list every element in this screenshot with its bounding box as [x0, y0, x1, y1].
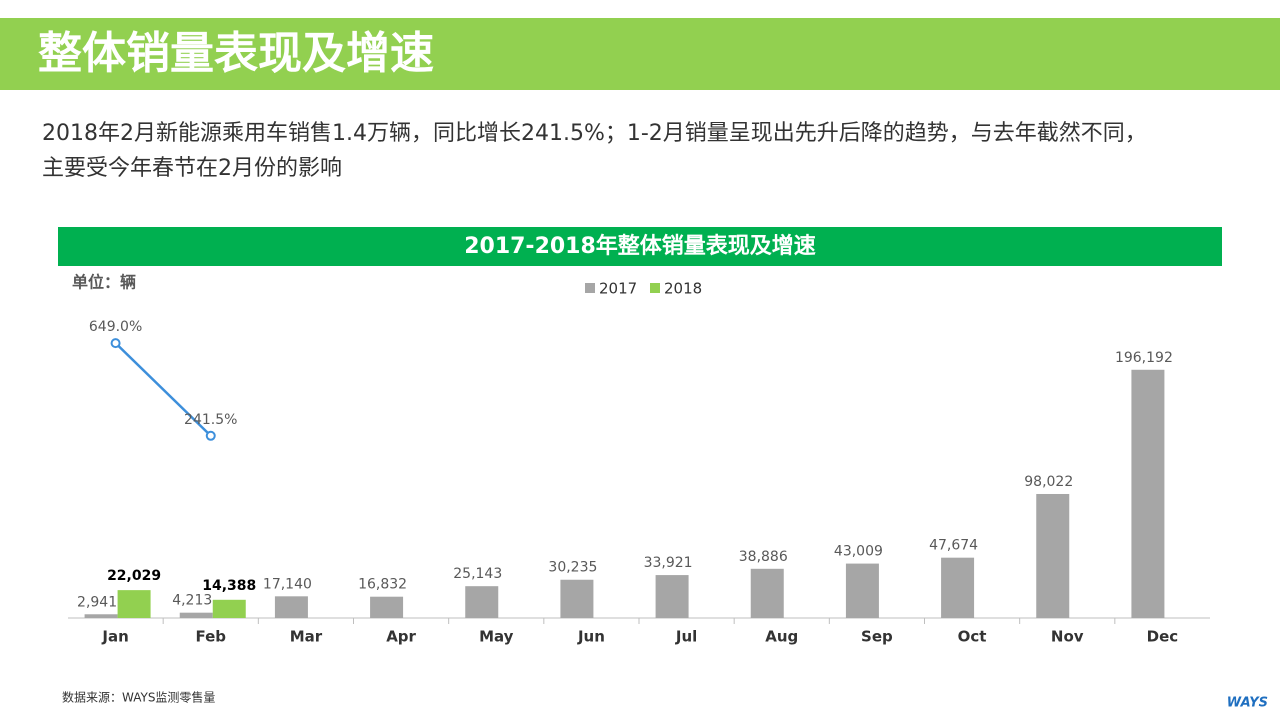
logo: WAYS	[1227, 696, 1268, 711]
header-title: 整体销量表现及增速	[38, 28, 434, 79]
data-label: 16,832	[358, 577, 407, 593]
bar	[1036, 493, 1070, 618]
growth-point	[205, 430, 216, 441]
bar	[560, 579, 594, 618]
x-tick-label: Feb	[195, 628, 226, 646]
growth-label: 241.5%	[184, 412, 237, 428]
bar	[117, 590, 151, 618]
bar	[212, 599, 246, 618]
x-tick-label: Jul	[675, 628, 697, 646]
header-band: 整体销量表现及增速	[0, 18, 1280, 90]
x-tick-label: Oct	[958, 628, 987, 646]
data-label: 43,009	[834, 544, 883, 560]
data-label: 30,235	[548, 560, 597, 576]
x-tick-label: Mar	[290, 628, 323, 646]
legend-swatch	[585, 283, 595, 293]
growth-label: 649.0%	[89, 319, 142, 335]
bar	[465, 586, 499, 618]
chart-title-band	[58, 227, 1222, 266]
growth-line	[114, 342, 212, 437]
summary-line: 2018年2月新能源乘用车销售1.4万辆，同比增长241.5%；1-2月销量呈现…	[42, 121, 1147, 146]
data-label: 47,674	[929, 538, 978, 554]
bar	[1131, 369, 1165, 618]
bar	[655, 575, 689, 618]
bar	[370, 596, 404, 618]
legend-label: 2017	[599, 280, 637, 298]
data-label: 33,921	[644, 555, 693, 571]
bar	[179, 612, 213, 618]
summary-line: 主要受今年春节在2月份的影响	[42, 156, 342, 181]
chart-title: 2017-2018年整体销量表现及增速	[464, 233, 816, 259]
data-label: 25,143	[453, 566, 502, 582]
x-tick-label: Sep	[861, 628, 893, 646]
data-label: 14,388	[202, 578, 256, 594]
bar	[274, 596, 308, 618]
data-label: 17,140	[263, 576, 312, 592]
x-tick-label: Jun	[577, 628, 605, 646]
x-tick-label: Dec	[1147, 628, 1179, 646]
x-tick-label: Nov	[1051, 628, 1084, 646]
x-tick-label: Aug	[765, 628, 798, 646]
data-label: 196,192	[1115, 350, 1173, 366]
x-tick-label: Apr	[386, 628, 416, 646]
bar	[941, 557, 975, 618]
growth-point	[110, 338, 121, 349]
bar	[750, 568, 784, 618]
data-label: 98,022	[1024, 474, 1073, 490]
data-label: 4,213	[172, 593, 212, 609]
unit-label: 单位：辆	[72, 273, 136, 292]
bar	[845, 563, 879, 618]
data-label: 22,029	[107, 568, 161, 584]
data-label: 38,886	[739, 549, 788, 565]
data-label: 2,941	[77, 594, 117, 610]
legend-label: 2018	[664, 280, 702, 298]
summary: 2018年2月新能源乘用车销售1.4万辆，同比增长241.5%；1-2月销量呈现…	[42, 116, 1147, 186]
source: 数据来源：WAYS监测零售量	[62, 690, 215, 705]
bar	[84, 614, 118, 618]
legend-swatch	[650, 283, 660, 293]
x-tick-label: May	[479, 628, 514, 646]
x-tick-label: Jan	[101, 628, 128, 646]
